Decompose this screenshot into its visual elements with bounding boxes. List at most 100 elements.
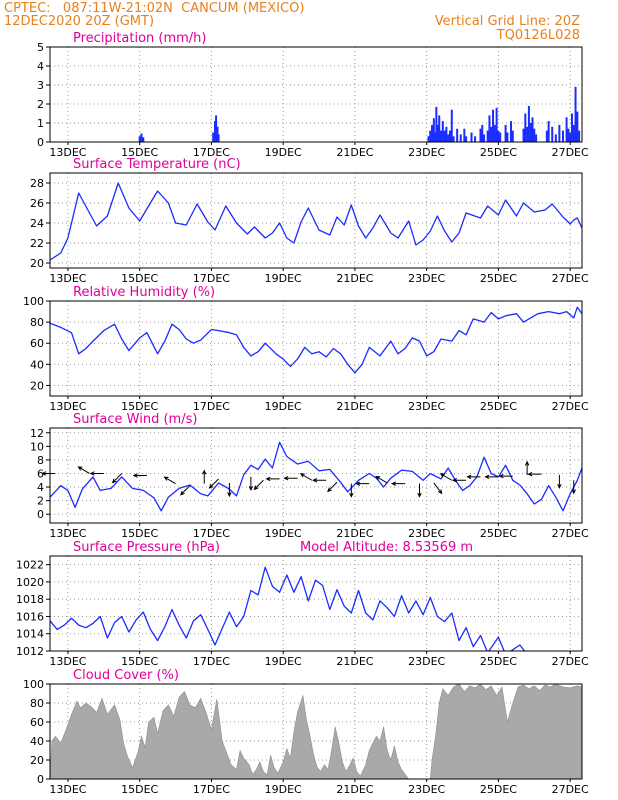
precip-bar xyxy=(499,132,502,142)
precip-ytick-label: 3 xyxy=(37,79,44,92)
precip-bar xyxy=(493,124,496,142)
temp-ytick-label: 20 xyxy=(30,257,44,270)
rh-xtick-label: 27DEC xyxy=(552,400,589,413)
precip-bar xyxy=(511,130,514,142)
wind-arrow xyxy=(179,485,191,496)
precip-ytick-label: 0 xyxy=(37,136,44,149)
precip-bar xyxy=(452,136,455,142)
wind-xtick-label: 21DEC xyxy=(336,527,373,540)
rh-xtick-label: 19DEC xyxy=(265,400,302,413)
precip-bar xyxy=(459,134,462,142)
precip-bar xyxy=(212,132,215,142)
precip-bar xyxy=(481,124,484,142)
rh-xtick-label: 23DEC xyxy=(408,400,445,413)
precip-bar xyxy=(450,109,453,142)
precip-bar xyxy=(456,128,459,142)
rh-ytick-label: 20 xyxy=(30,379,44,392)
wind-arrow xyxy=(417,483,422,498)
precip-bar xyxy=(569,132,572,142)
precip-bar xyxy=(509,121,512,142)
rh-xtick-label: 21DEC xyxy=(336,400,373,413)
precip-bar xyxy=(570,113,573,142)
cloud-xtick-label: 13DEC xyxy=(49,783,86,796)
precip-bar xyxy=(486,130,489,142)
wind-ytick-label: 6 xyxy=(37,467,44,480)
precip-bar xyxy=(474,136,477,142)
pressure-plot-area xyxy=(50,566,526,651)
wind-arrow xyxy=(524,460,530,475)
precip-bar xyxy=(214,121,217,142)
wind-arrow xyxy=(253,479,264,491)
rh-ytick-label: 80 xyxy=(30,316,44,329)
precip-bar xyxy=(531,117,534,142)
header-grid-line: Vertical Grid Line: 20Z xyxy=(434,14,580,29)
rh-xtick-label: 25DEC xyxy=(480,400,517,413)
pressure-xtick-label: 17DEC xyxy=(193,655,230,668)
wind-frame xyxy=(49,427,583,524)
precip-bar xyxy=(495,107,498,142)
precip-bar xyxy=(497,130,500,142)
cloud-title: Cloud Cover (%) xyxy=(73,668,179,683)
precip-plot-area xyxy=(138,86,581,142)
rh-xtick-label: 13DEC xyxy=(49,400,86,413)
pressure-ytick-label: 1014 xyxy=(16,628,44,641)
precip-xtick-label: 13DEC xyxy=(49,146,86,159)
rh-title: Relative Humidity (%) xyxy=(73,285,215,300)
precip-panel: 0 1 2 3 4 5 13DEC 15DEC 17DEC 19DEC 21DEC 23DEC 25DE… xyxy=(37,31,589,159)
precip-ytick-label: 5 xyxy=(37,41,44,54)
precip-bar xyxy=(448,130,451,142)
wind-ytick-label: 0 xyxy=(37,508,44,521)
pressure-xtick-label: 25DEC xyxy=(480,655,517,668)
temp-xtick-label: 25DEC xyxy=(480,272,517,285)
temp-title: Surface Temperature (nC) xyxy=(73,157,241,172)
precip-bar xyxy=(558,124,561,142)
precip-bar xyxy=(551,126,554,142)
precip-bar xyxy=(578,130,581,142)
cloud-xtick-label: 19DEC xyxy=(265,783,302,796)
rh-frame xyxy=(49,300,583,397)
precip-bar xyxy=(140,133,143,142)
precip-xtick-label: 25DEC xyxy=(480,146,517,159)
temp-ytick-label: 26 xyxy=(30,197,44,210)
wind-arrow xyxy=(557,474,562,489)
precip-bar xyxy=(554,134,557,142)
cloud-ytick-label: 80 xyxy=(30,697,44,710)
precip-bar xyxy=(488,115,491,142)
wind-arrow xyxy=(466,474,481,480)
precip-bar xyxy=(429,130,432,142)
header-model-code: TQ0126L028 xyxy=(496,28,580,43)
wind-arrow xyxy=(484,474,499,480)
precip-bar xyxy=(432,118,435,142)
rh-ytick-label: 100 xyxy=(23,295,44,308)
precip-bar xyxy=(504,124,507,142)
temp-ytick-label: 22 xyxy=(30,237,44,250)
cloud-frame xyxy=(49,683,583,780)
precip-bar xyxy=(490,126,493,142)
precip-ytick-label: 2 xyxy=(37,98,44,111)
wind-arrow xyxy=(227,482,232,498)
cloud-xtick-label: 21DEC xyxy=(336,783,373,796)
wind-ytick-label: 10 xyxy=(30,440,44,453)
precip-frame xyxy=(49,46,583,143)
precip-ytick-label: 1 xyxy=(37,117,44,130)
precip-bar xyxy=(561,130,564,142)
precip-bar xyxy=(547,121,550,142)
pressure-subtitle: Model Altitude: 8.53569 m xyxy=(300,540,473,555)
pressure-line xyxy=(50,566,526,651)
wind-arrow xyxy=(498,473,513,479)
temp-xtick-label: 27DEC xyxy=(552,272,589,285)
pressure-xtick-label: 21DEC xyxy=(336,655,373,668)
precip-bar xyxy=(142,137,145,142)
pressure-ytick-label: 1020 xyxy=(16,576,44,589)
precip-bar xyxy=(441,121,444,142)
wind-arrow xyxy=(527,471,542,477)
temp-xtick-label: 21DEC xyxy=(336,272,373,285)
precip-bar xyxy=(438,115,441,142)
precip-title: Precipitation (mm/h) xyxy=(73,31,206,46)
precip-bar xyxy=(565,117,568,142)
rh-plot-area xyxy=(50,306,582,374)
cloud-xtick-label: 23DEC xyxy=(408,783,445,796)
temp-plot-area xyxy=(50,182,582,261)
wind-title: Surface Wind (m/s) xyxy=(73,412,197,427)
temp-frame xyxy=(49,172,583,269)
